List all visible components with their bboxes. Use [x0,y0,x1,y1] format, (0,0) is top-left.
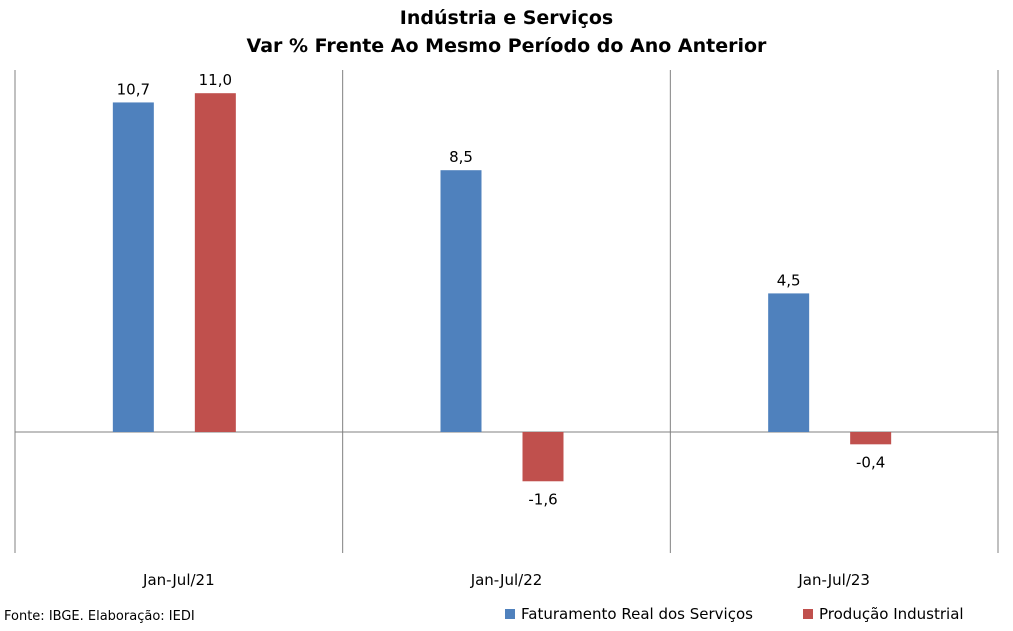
chart-title: Indústria e Serviços [399,7,614,29]
category-label: Jan-Jul/23 [797,571,870,589]
legend-label-producao: Produção Industrial [819,605,964,623]
source-note: Fonte: IBGE. Elaboração: IEDI [4,609,195,624]
data-label: 10,7 [117,80,150,98]
data-label: 8,5 [449,148,473,166]
legend-item-faturamento: Faturamento Real dos Serviços [505,605,753,623]
bar-producao [522,432,564,482]
data-label: -1,6 [528,490,557,508]
bar-faturamento [112,102,154,432]
legend-item-producao: Produção Industrial [803,605,964,623]
data-label: -0,4 [856,453,885,471]
chart-subtitle: Var % Frente Ao Mesmo Período do Ano Ant… [246,35,767,57]
bar-faturamento [440,170,482,432]
category-label: Jan-Jul/21 [142,571,215,589]
legend-label-faturamento: Faturamento Real dos Serviços [521,605,753,623]
bar-producao [850,432,892,445]
bar-producao [194,93,236,432]
legend-swatch-producao [803,609,813,619]
legend-swatch-faturamento [505,609,515,619]
bar-faturamento [768,293,810,432]
data-label: 4,5 [777,271,801,289]
category-label: Jan-Jul/22 [470,571,543,589]
data-label: 11,0 [199,71,232,89]
